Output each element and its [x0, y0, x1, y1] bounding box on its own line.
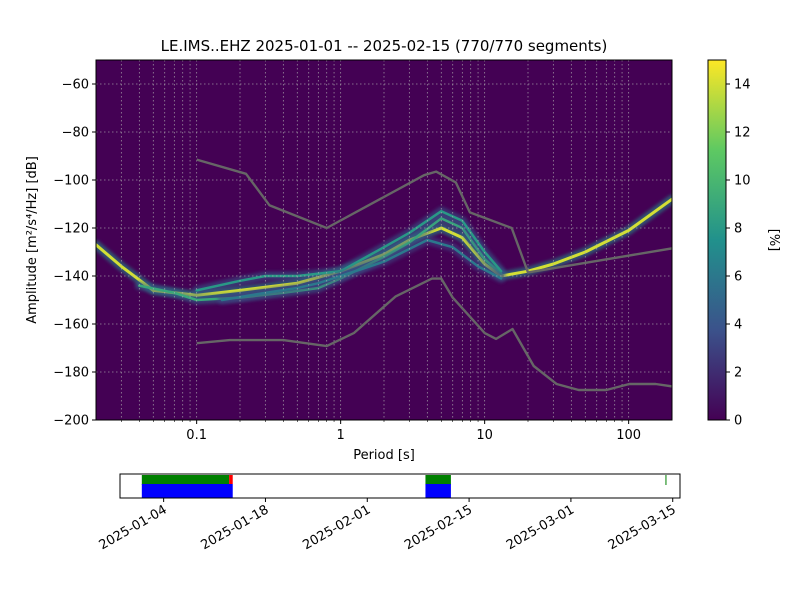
- noise-model-line: [196, 277, 672, 392]
- y-tick-label: −100: [53, 174, 89, 189]
- data-coverage-bar: [141, 484, 233, 498]
- noise-model-line: [196, 158, 672, 274]
- timeline-frame: [119, 473, 681, 499]
- psd-chart: LE.IMS..EHZ 2025-01-01 -- 2025-02-15 (77…: [25, 37, 673, 463]
- x-tick-label: 0.1: [186, 428, 207, 443]
- colorbar-tick-label: 8: [734, 222, 742, 237]
- timeline-tick-label: 2025-01-18: [199, 502, 272, 553]
- psd-ridge: [220, 238, 503, 302]
- x-tick-label: 1: [337, 428, 345, 443]
- colorbar-tick-label: 14: [734, 78, 751, 93]
- timeline-tick-label: 2025-03-01: [504, 502, 577, 553]
- colorbar-tick-label: 10: [734, 174, 751, 189]
- psd-ridge: [195, 209, 503, 292]
- timeline-tick-label: 2025-02-15: [402, 502, 475, 553]
- colorbar-label: [%]: [766, 229, 781, 252]
- y-tick-label: −120: [53, 222, 89, 237]
- colorbar-tick-label: 6: [734, 270, 742, 285]
- y-tick-label: −60: [62, 78, 89, 93]
- psd-coverage-bar: [425, 475, 451, 485]
- y-tick-label: −80: [62, 126, 89, 141]
- timeline-axis: 2025-01-04 2025-01-18 2025-02-01 2025-02-15…: [97, 498, 679, 553]
- colorbar-tick-label: 4: [734, 318, 742, 333]
- x-tick-label: 10: [476, 428, 493, 443]
- colorbar-tick-label: 0: [734, 414, 742, 429]
- grid-lines: [96, 60, 672, 420]
- y-tick-label: −200: [53, 414, 89, 429]
- colorbar: 0 2 4 6 8 10 12 14 [%]: [707, 59, 781, 429]
- y-tick-label: −180: [53, 366, 89, 381]
- x-tick-label: 100: [616, 428, 641, 443]
- coverage-timeline: 2025-01-04 2025-01-18 2025-02-01 2025-02-15…: [97, 473, 681, 553]
- x-axis-label: Period [s]: [353, 448, 415, 463]
- noise-models: [196, 158, 672, 392]
- x-axis: 0.1 1 10 100: [121, 420, 641, 443]
- chart-title: LE.IMS..EHZ 2025-01-01 -- 2025-02-15 (77…: [161, 37, 608, 55]
- colorbar-gradient: [707, 59, 727, 421]
- y-axis: −60 −80 −100 −120 −140 −160 −180 −200: [53, 78, 96, 429]
- colorbar-tick-label: 2: [734, 366, 742, 381]
- psd-coverage-bar: [665, 475, 667, 485]
- timeline-tick-label: 2025-01-04: [97, 502, 170, 553]
- timeline-tick-label: 2025-03-15: [606, 502, 679, 553]
- gap-bar: [229, 475, 233, 484]
- y-tick-label: −140: [53, 270, 89, 285]
- timeline-tick-label: 2025-02-01: [300, 502, 373, 553]
- colorbar-ticks: 0 2 4 6 8 10 12 14: [726, 78, 751, 429]
- data-coverage-bar: [425, 484, 451, 498]
- y-axis-label: Amplitude [m²/s⁴/Hz] [dB]: [25, 156, 40, 324]
- y-tick-label: −160: [53, 318, 89, 333]
- coverage-bars: [141, 475, 667, 498]
- colorbar-tick-label: 12: [734, 126, 751, 141]
- psd-coverage-bar: [141, 475, 230, 485]
